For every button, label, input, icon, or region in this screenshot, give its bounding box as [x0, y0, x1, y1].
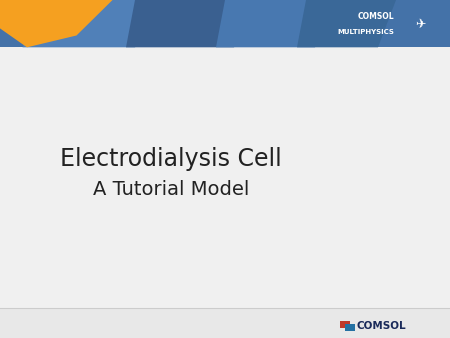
- Text: Electrodialysis Cell: Electrodialysis Cell: [60, 147, 282, 171]
- Polygon shape: [297, 0, 396, 47]
- Bar: [345, 324, 355, 331]
- Text: ✈: ✈: [415, 18, 426, 31]
- Polygon shape: [126, 0, 261, 47]
- Text: A Tutorial Model: A Tutorial Model: [93, 180, 249, 199]
- Polygon shape: [22, 0, 171, 47]
- Bar: [0, 308, 450, 338]
- Polygon shape: [216, 0, 338, 47]
- Text: COMSOL: COMSOL: [357, 12, 394, 21]
- Text: COMSOL: COMSOL: [356, 321, 406, 331]
- Bar: [340, 321, 350, 328]
- Polygon shape: [0, 0, 112, 47]
- Text: MULTIPHYSICS: MULTIPHYSICS: [337, 29, 394, 35]
- Bar: [0, 0, 450, 47]
